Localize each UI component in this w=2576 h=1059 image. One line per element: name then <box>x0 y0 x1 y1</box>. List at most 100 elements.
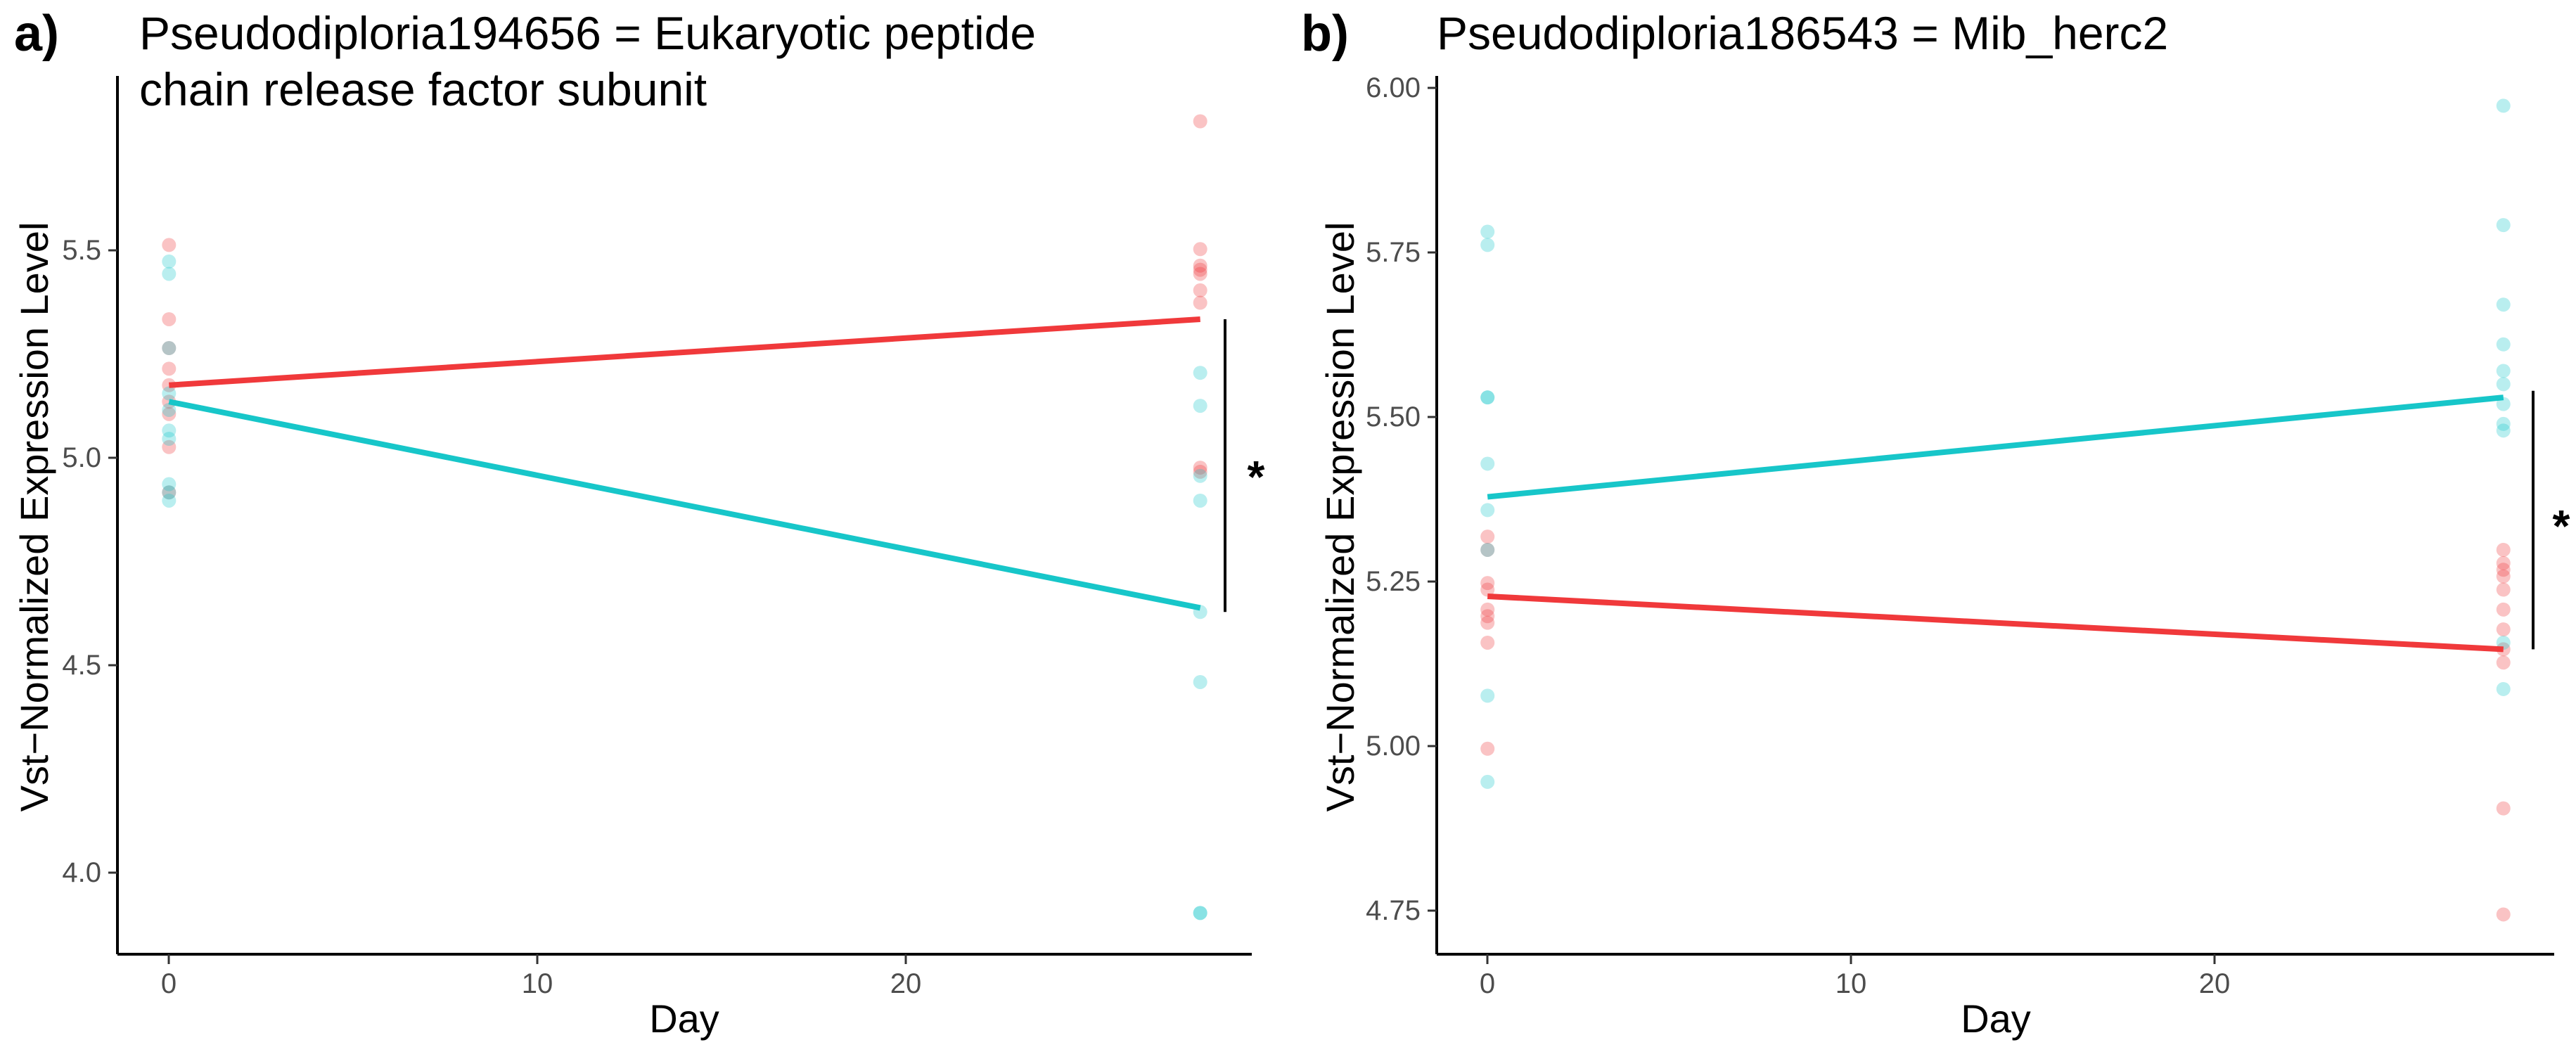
panel-a-series-1-point <box>1193 114 1207 129</box>
panel-a-series-2-point <box>162 402 177 417</box>
panel-a-title-line-1: Pseudodiploria194656 = Eukaryotic peptid… <box>139 7 1036 59</box>
panel-b-series-1-point <box>1480 542 1495 557</box>
panel-a-series-1-point <box>162 238 177 252</box>
panel-b-series-2-point <box>1480 688 1495 703</box>
panel-b-series-1-point <box>2496 602 2511 617</box>
panel-a-series-2-point <box>1193 674 1207 689</box>
panel-b-series-2-point <box>2496 377 2511 392</box>
panel-a-series-2-point <box>162 493 177 508</box>
panel-b-series-2-point <box>2496 681 2511 696</box>
panel-a-y-tick-label: 4.0 <box>62 857 101 888</box>
panel-a-series-1-point <box>162 312 177 326</box>
panel-a-series-1-point <box>1193 461 1207 475</box>
panel-b-title-line-1: Pseudodiploria186543 = Mib_herc2 <box>1437 7 2168 59</box>
panel-a-series-2-point <box>162 341 177 356</box>
panel-a-y-tick-label: 5.5 <box>62 235 101 266</box>
panel-b-series-2-point <box>2496 98 2511 113</box>
panel-b-series-2-trend-line <box>1487 394 2504 500</box>
panel-a-x-tick-label: 10 <box>522 968 553 999</box>
panel-b-series-1-point <box>1480 615 1495 630</box>
panel-a-series-2-point <box>162 267 177 281</box>
panel-a-series-1-point <box>162 341 177 356</box>
panel-a-x-tick-label: 20 <box>890 968 922 999</box>
panel-b-series-2-point <box>1480 238 1495 252</box>
panel-a-series-1-trend-line <box>169 316 1200 388</box>
panel-a-series-2-point <box>162 386 177 401</box>
panel-b-series-2-point <box>2496 635 2511 650</box>
panel-b-series-1-trend-line <box>1487 593 2504 653</box>
panel-a-x-tick-label: 0 <box>161 968 177 999</box>
panel-a-series-1-point <box>162 361 177 376</box>
panel-b-series-1-point <box>2496 801 2511 816</box>
panel-b-series-2-point <box>2496 364 2511 378</box>
panel-a-y-axis-title: Vst−Normalized Expression Level <box>12 222 56 812</box>
panel-a-x-axis-title: Day <box>649 996 719 1041</box>
panel-b-series-2-point <box>2496 218 2511 233</box>
panel-a-label: a) <box>14 6 59 62</box>
panel-a-series-1-point <box>1193 295 1207 310</box>
panel-a-series-2-point <box>162 477 177 492</box>
panel-b-y-tick-label: 5.00 <box>1366 731 1421 762</box>
panel-b-series-1-point <box>1480 576 1495 591</box>
panel-a-series-1-point <box>1193 258 1207 273</box>
panel-a-series-2-point <box>1193 366 1207 380</box>
panel-b-series-2-point <box>1480 456 1495 471</box>
panel-b-series-2-point <box>1480 224 1495 239</box>
panel-b-series-2-point <box>1480 390 1495 405</box>
panel-a-series-2-point <box>1193 468 1207 483</box>
panel-a-series-2-point <box>1193 906 1207 920</box>
panel-b-y-tick-label: 4.75 <box>1366 895 1421 926</box>
panel-a-series-2-point <box>1193 493 1207 508</box>
panel-b-series-1-point <box>2496 582 2511 597</box>
panel-b-series-2-point <box>2496 416 2511 431</box>
panel-b-plot-area <box>1480 98 2535 922</box>
panel-a-series-1-point <box>162 406 177 421</box>
panel-b-series-1-point <box>1480 602 1495 617</box>
panel-a-series-2-trend-line <box>168 399 1201 611</box>
panel-b-series-2-point <box>1480 774 1495 789</box>
panel-b-y-tick-label: 5.25 <box>1366 566 1421 597</box>
panel-b-series-1-point <box>1480 635 1495 650</box>
panel-a-series-1-point <box>1193 464 1207 479</box>
panel-a-series-2-point <box>162 485 177 500</box>
panel-b-x-tick-label: 20 <box>2199 968 2231 999</box>
panel-a-series-1-point <box>1193 242 1207 257</box>
panel-a-series-2-point <box>162 254 177 269</box>
panel-b-series-1-point <box>2496 655 2511 670</box>
panel-b-series-1-point <box>2496 569 2511 584</box>
panel-a-series-2-point <box>162 432 177 447</box>
panel-b-series-1-point <box>2496 907 2511 922</box>
panel-a-series-1-point <box>162 485 177 500</box>
panel-b-series-2-point <box>1480 503 1495 518</box>
panel-a-y-tick-label: 4.5 <box>62 650 101 681</box>
panel-b-x-tick-label: 10 <box>1835 968 1867 999</box>
panel-a-title-line-2: chain release factor subunit <box>139 63 707 115</box>
panel-b-series-2-point <box>2496 337 2511 352</box>
panel-b-series-1-point <box>1480 582 1495 597</box>
panel-b-series-2-point <box>1480 542 1495 557</box>
panel-b-series-1-point <box>2496 556 2511 570</box>
panel-b-series-1-point <box>2496 542 2511 557</box>
panel-a-series-2-point <box>1193 906 1207 920</box>
panel-a-y-tick-label: 5.0 <box>62 442 101 473</box>
panel-b-series-1-point <box>1480 741 1495 756</box>
panel-b-series-1-point <box>2496 622 2511 637</box>
panel-a-series-1-point <box>1193 262 1207 277</box>
panel-b-significance-star: * <box>2553 501 2570 551</box>
panel-b-series-1-point <box>2496 563 2511 577</box>
panel-a-series-1-point <box>1193 267 1207 281</box>
panel-a-significance-star: * <box>1248 451 1265 502</box>
panel-a: a) Pseudodiploria194656 = Eukaryotic pep… <box>12 6 1265 1041</box>
panel-a-series-1-point <box>1193 283 1207 297</box>
panel-b-series-1-point <box>1480 530 1495 544</box>
panel-b-series-1-point <box>1480 609 1495 624</box>
panel-b-x-axis-title: Day <box>1961 996 2031 1041</box>
panel-a-plot-area <box>162 114 1226 920</box>
panel-b-label: b) <box>1301 6 1349 62</box>
panel-b-series-2-point <box>2496 297 2511 312</box>
panel-b-y-tick-label: 5.75 <box>1366 237 1421 268</box>
panel-b-x-tick-label: 0 <box>1480 968 1495 999</box>
panel-b-series-2-point <box>1480 390 1495 405</box>
panel-b-y-tick-label: 5.50 <box>1366 402 1421 432</box>
